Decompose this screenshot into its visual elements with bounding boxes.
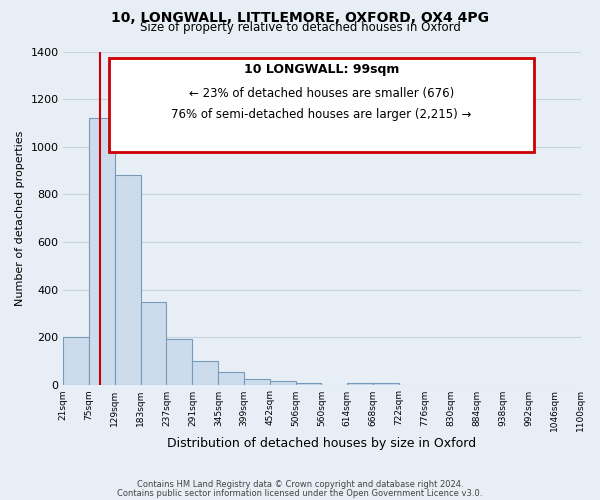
Bar [193, 362, 218, 385]
Text: 10, LONGWALL, LITTLEMORE, OXFORD, OX4 4PG: 10, LONGWALL, LITTLEMORE, OXFORD, OX4 4P… [111, 11, 489, 25]
Text: Contains HM Land Registry data © Crown copyright and database right 2024.: Contains HM Land Registry data © Crown c… [137, 480, 463, 489]
Text: Contains public sector information licensed under the Open Government Licence v3: Contains public sector information licen… [118, 488, 482, 498]
Text: 10 LONGWALL: 99sqm: 10 LONGWALL: 99sqm [244, 63, 400, 76]
Y-axis label: Number of detached properties: Number of detached properties [15, 130, 25, 306]
Bar [269, 381, 296, 385]
Bar [218, 372, 244, 385]
Bar [373, 383, 399, 385]
Bar [140, 302, 166, 385]
X-axis label: Distribution of detached houses by size in Oxford: Distribution of detached houses by size … [167, 437, 476, 450]
Text: ← 23% of detached houses are smaller (676): ← 23% of detached houses are smaller (67… [189, 86, 454, 100]
FancyBboxPatch shape [109, 58, 534, 152]
Bar [244, 379, 270, 385]
Text: Size of property relative to detached houses in Oxford: Size of property relative to detached ho… [140, 22, 460, 35]
Bar [89, 118, 115, 385]
Bar [63, 338, 89, 385]
Text: 76% of semi-detached houses are larger (2,215) →: 76% of semi-detached houses are larger (… [172, 108, 472, 121]
Bar [115, 176, 140, 385]
Bar [296, 383, 322, 385]
Bar [166, 338, 193, 385]
Bar [347, 383, 373, 385]
